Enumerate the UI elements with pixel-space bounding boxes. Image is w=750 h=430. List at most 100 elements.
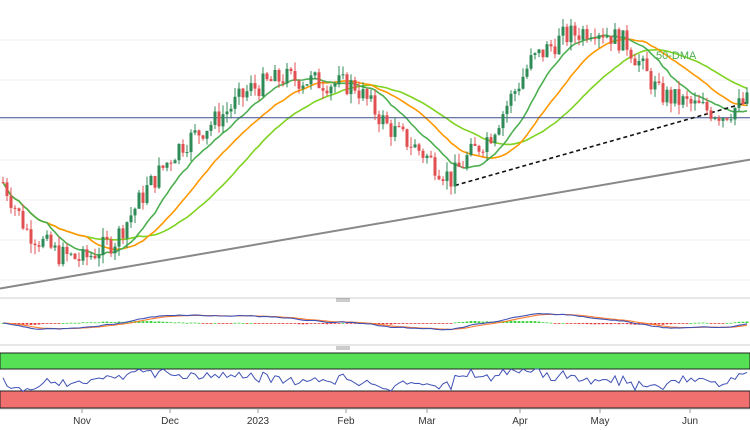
macd-histogram-bar bbox=[669, 323, 673, 325]
candle-body bbox=[669, 89, 673, 104]
macd-histogram-bar bbox=[137, 320, 141, 323]
candle-body bbox=[713, 117, 717, 119]
candle-body bbox=[185, 152, 189, 154]
macd-histogram-bar bbox=[265, 323, 269, 324]
candle-body bbox=[361, 89, 365, 99]
candle-body bbox=[405, 129, 409, 147]
macd-histogram-bar bbox=[409, 323, 413, 324]
macd-histogram-bar bbox=[65, 322, 69, 324]
macd-histogram-bar bbox=[677, 323, 681, 324]
candle-body bbox=[505, 105, 509, 115]
candle-body bbox=[685, 96, 689, 99]
macd-histogram-bar bbox=[621, 323, 625, 324]
macd-histogram-bar bbox=[397, 323, 401, 324]
candle-body bbox=[305, 84, 309, 86]
macd-histogram-bar bbox=[433, 323, 437, 324]
macd-histogram-bar bbox=[21, 323, 25, 325]
macd-histogram-bar bbox=[165, 321, 169, 323]
macd-histogram-bar bbox=[617, 323, 621, 325]
macd-histogram-bar bbox=[413, 323, 417, 324]
macd-histogram-bar bbox=[533, 321, 537, 323]
macd-histogram-bar bbox=[273, 323, 277, 324]
macd-histogram-bar bbox=[713, 323, 717, 324]
candle-body bbox=[141, 192, 145, 203]
candle-body bbox=[453, 162, 457, 187]
candle-body bbox=[597, 35, 601, 39]
macd-histogram-bar bbox=[377, 323, 381, 325]
candle-body bbox=[581, 29, 585, 40]
macd-histogram-bar bbox=[245, 323, 249, 324]
candle-body bbox=[273, 70, 277, 82]
macd-histogram-bar bbox=[705, 322, 709, 324]
candle-body bbox=[429, 155, 433, 158]
candle-body bbox=[157, 165, 161, 188]
macd-histogram-bar bbox=[685, 323, 689, 324]
candle-body bbox=[593, 38, 597, 39]
candle-body bbox=[13, 207, 17, 209]
macd-histogram-bar bbox=[181, 322, 185, 324]
macd-histogram-bar bbox=[569, 323, 573, 324]
macd-histogram-bar bbox=[353, 323, 357, 324]
macd-histogram-bar bbox=[89, 322, 93, 324]
macd-histogram-bar bbox=[109, 322, 113, 323]
candle-body bbox=[109, 239, 113, 254]
macd-histogram-bar bbox=[17, 323, 21, 325]
candle-body bbox=[533, 53, 537, 55]
candle-body bbox=[25, 228, 29, 230]
macd-histogram-bar bbox=[741, 321, 745, 323]
candle-body bbox=[1, 182, 5, 184]
x-axis-label-nov: Nov bbox=[73, 416, 91, 427]
macd-histogram-bar bbox=[581, 323, 585, 324]
macd-histogram-bar bbox=[745, 321, 749, 323]
macd-histogram-bar bbox=[529, 321, 533, 323]
candle-body bbox=[85, 249, 89, 258]
panel-resize-handle-1[interactable] bbox=[336, 298, 350, 302]
macd-histogram-bar bbox=[37, 323, 41, 325]
macd-histogram-bar bbox=[553, 323, 557, 324]
macd-histogram-bar bbox=[29, 323, 33, 325]
candle-body bbox=[381, 115, 385, 125]
candle-body bbox=[613, 29, 617, 44]
candle-body bbox=[673, 89, 677, 104]
candle-body bbox=[197, 130, 201, 136]
x-axis-label-dec: Dec bbox=[161, 416, 179, 427]
macd-histogram-bar bbox=[341, 322, 345, 324]
candle-body bbox=[357, 90, 361, 99]
macd-histogram-bar bbox=[589, 323, 593, 325]
candle-body bbox=[17, 208, 21, 211]
candle-body bbox=[245, 91, 249, 98]
macd-histogram-bar bbox=[657, 323, 661, 325]
macd-histogram-bar bbox=[281, 323, 285, 324]
candle-body bbox=[425, 155, 429, 158]
candle-body bbox=[225, 111, 229, 115]
candle-body bbox=[337, 75, 341, 84]
candle-body bbox=[681, 96, 685, 105]
candle-body bbox=[353, 80, 357, 91]
macd-signal-line bbox=[2, 313, 748, 330]
macd-histogram-bar bbox=[541, 322, 545, 323]
candle-body bbox=[45, 234, 49, 239]
candle-body bbox=[601, 35, 605, 38]
macd-histogram-bar bbox=[585, 323, 589, 325]
candle-body bbox=[341, 74, 345, 76]
candle-body bbox=[657, 81, 661, 83]
macd-histogram-bar bbox=[605, 323, 609, 325]
candle-body bbox=[445, 171, 449, 181]
rsi-panel bbox=[0, 352, 750, 409]
candle-body bbox=[617, 29, 621, 51]
panel-resize-handle-2[interactable] bbox=[336, 346, 350, 350]
macd-histogram-bar bbox=[205, 323, 209, 324]
macd-histogram-bar bbox=[437, 323, 441, 324]
macd-histogram-bar bbox=[565, 323, 569, 324]
macd-histogram-bar bbox=[477, 321, 481, 323]
macd-histogram-bar bbox=[105, 321, 109, 323]
trendlines bbox=[0, 100, 750, 290]
macd-histogram-bar bbox=[113, 322, 117, 323]
macd-histogram-bar bbox=[421, 323, 425, 324]
macd-histogram-bar bbox=[513, 320, 517, 323]
candle-body bbox=[193, 130, 197, 133]
macd-histogram-bar bbox=[269, 323, 273, 324]
macd-histogram-bar bbox=[653, 323, 657, 325]
candle-body bbox=[249, 83, 253, 92]
candle-body bbox=[53, 245, 57, 248]
